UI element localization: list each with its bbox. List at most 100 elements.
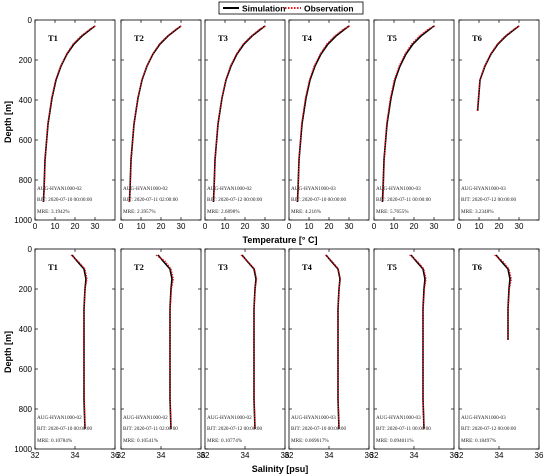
x-tick-label: 30 [515,222,524,231]
x-tick-label: 32 [201,451,210,460]
panel-annotation: MRE: 5.7655% [376,209,409,215]
y-axis-label-row-2: Depth [m] [3,331,13,373]
x-tick-label: 30 [91,222,100,231]
panel-row2-t3: 32 34 36 T3 AUG-HYAN1000-02 BJT: 2020-07-12 0… [201,248,290,460]
panel-annotation: AUG-HYAN1000-03 [461,186,506,192]
x-tick-label: 30 [177,222,186,231]
panel-annotation: MRE: 2.3957% [123,209,156,215]
x-tick-label: 36 [281,451,290,460]
panel-annotation: AUG-HYAN1000-02 [207,415,252,421]
x-tick-label: 32 [285,451,294,460]
y-tick-label: 400 [19,96,33,105]
panel-annotation: AUG-HYAN1000-02 [37,415,82,421]
x-axis-label-row-2: Salinity [psu] [252,464,309,474]
panel-annotation: AUG-HYAN1000-03 [291,415,336,421]
panel-frame [120,248,202,450]
panel-title: T6 [472,262,482,272]
x-tick-label: 10 [221,222,230,231]
x-tick-label: 30 [261,222,270,231]
panel-row2-t4: 32 34 36 T4 AUG-HYAN1000-03 BJT: 2020-07-10 0… [285,248,374,460]
panel-frame [34,248,116,450]
panel-annotation: BJT: 2020-07-11 02:00:00 [123,197,178,203]
panel-annotation: BJT: 2020-07-12 00:00:00 [207,197,262,203]
panel-row1-t5: 0 10 20 30 T5 AUG-HYAN1000-03 BJT: 2020-07-11 … [372,19,455,231]
y-tick-label: 800 [19,405,33,414]
series-simulation-line [296,25,350,203]
panel-annotation: MRE: 0.10784% [37,438,73,444]
panel-annotation: BJT: 2020-07-10 00:00:00 [291,426,346,432]
x-tick-label: 30 [345,222,354,231]
x-tick-label: 0 [457,222,462,231]
x-tick-label: 20 [71,222,80,231]
x-tick-label: 20 [241,222,250,231]
x-tick-label: 0 [119,222,124,231]
y-tick-label: 200 [19,285,33,294]
x-tick-label: 0 [203,222,208,231]
panel-annotation: AUG-HYAN1000-03 [376,415,421,421]
series-simulation-line [42,25,96,203]
x-tick-label: 34 [71,451,80,460]
panel-annotation: AUG-HYAN1000-02 [123,415,168,421]
x-tick-label: 32 [370,451,379,460]
panel-annotation: MRE: 3.1942% [37,209,70,215]
x-tick-label: 0 [33,222,38,231]
x-tick-label: 20 [410,222,419,231]
x-tick-label: 34 [325,451,334,460]
x-tick-label: 10 [305,222,314,231]
x-tick-label: 32 [117,451,126,460]
legend-label-simulation: Simulation [242,4,285,14]
panel-title: T2 [134,262,144,272]
panel-annotation: MRE: 2.6898% [207,209,240,215]
x-tick-label: 32 [455,451,464,460]
series-observation-line [42,25,96,203]
panel-title: T4 [302,33,313,43]
x-tick-label: 20 [495,222,504,231]
series-simulation-line [212,25,266,203]
series-observation-line [382,25,436,203]
panel-annotation: AUG-HYAN1000-03 [291,186,336,192]
y-tick-label: 600 [19,365,33,374]
x-tick-label: 10 [51,222,60,231]
panel-annotation: BJT: 2020-07-11 02:00:00 [123,426,178,432]
x-tick-label: 34 [495,451,504,460]
panel-annotation: BJT: 2020-07-12 00:00:00 [461,426,516,432]
series-observation-line [494,254,513,341]
x-tick-label: 34 [157,451,166,460]
series-observation-line [155,254,175,430]
panel-annotation: BJT: 2020-07-12 00:00:00 [207,426,262,432]
panel-annotation: BJT: 2020-07-11 00:00:00 [376,426,431,432]
x-tick-label: 34 [241,451,250,460]
y-tick-label: 1000 [14,216,32,225]
panel-row1-t6: 0 10 20 30 T6 AUG-HYAN1000-03 BJT: 2020-07-12 … [457,19,540,231]
panel-annotation: MRE: 0.069617% [291,438,329,444]
legend: Simulation Observation [218,1,364,15]
panel-annotation: BJT: 2020-07-10 00:00:00 [37,426,92,432]
x-tick-label: 0 [372,222,377,231]
series-observation-line [240,254,258,430]
series-observation-line [409,254,427,430]
panel-annotation: AUG-HYAN1000-02 [123,186,168,192]
y-tick-label: 1000 [14,445,32,454]
panel-row2-t5: 32 34 36 T5 AUG-HYAN1000-03 BJT: 2020-07-11 0… [370,248,459,460]
y-tick-label: 600 [19,136,33,145]
series-observation-line [212,25,266,203]
panel-title: T1 [48,262,58,272]
panel-annotation: AUG-HYAN1000-03 [461,415,506,421]
panel-row1-t4: 0 10 20 30 T4 AUG-HYAN1000-03 BJT: 2020-07-10 … [287,19,370,231]
x-tick-label: 10 [137,222,146,231]
panel-annotation: MRE: 0.18497% [461,438,497,444]
panel-row1-t3: 0 10 20 30 T3 AUG-HYAN1000-02 BJT: 2020-07-12 … [203,19,286,231]
panel-title: T4 [302,262,313,272]
series-observation-line [476,25,520,112]
y-axis-label-row-1: Depth [m] [3,101,13,143]
series-observation-line [128,25,182,203]
panel-row1-t2: 0 10 20 30 T2 AUG-HYAN1000-02 BJT: 2020-07-11 … [119,19,202,231]
panel-annotation: BJT: 2020-07-12 00:00:00 [461,197,516,203]
y-tick-label: 0 [28,245,33,254]
panel-frame [204,248,286,450]
panel-annotation: AUG-HYAN1000-02 [37,186,82,192]
